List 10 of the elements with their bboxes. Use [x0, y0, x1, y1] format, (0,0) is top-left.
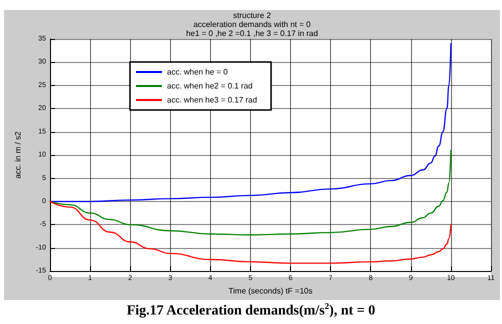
legend-label: acc. when he2 = 0.1 rad [167, 82, 253, 90]
y-axis-title: acc. in m / s2 [14, 130, 22, 179]
legend-label: acc. when he = 0 [167, 68, 228, 76]
legend-label: acc. when he3 = 0.17 rad [167, 96, 258, 104]
x-axis-title: Time (seconds) tF =10s [228, 286, 312, 296]
line-series [49, 43, 452, 202]
line-series [49, 150, 452, 236]
caption: Fig.17 Acceleration demands(m/s$^{2}$), nt = 0 [126, 301, 376, 320]
chart-title: structure 2 acceleration demands with nt = 0 he1 = 0 ,he 2 =0.1 ,he 3 = 0.17 in rad [186, 11, 318, 38]
line-series [49, 200, 452, 264]
